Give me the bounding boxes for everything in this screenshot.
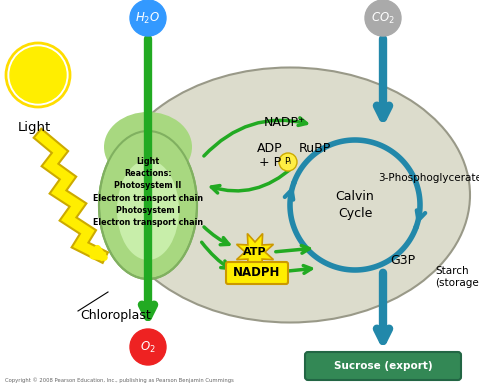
Ellipse shape [104, 112, 192, 182]
Text: 3-Phosphoglycerate: 3-Phosphoglycerate [378, 173, 479, 183]
Text: Copyright © 2008 Pearson Education, Inc., publishing as Pearson Benjamin Cumming: Copyright © 2008 Pearson Education, Inc.… [5, 377, 234, 383]
FancyBboxPatch shape [305, 352, 461, 380]
Text: Starch
(storage): Starch (storage) [435, 266, 479, 288]
Circle shape [365, 0, 401, 36]
Text: $H_2O$: $H_2O$ [136, 10, 160, 26]
Text: Calvin
Cycle: Calvin Cycle [336, 190, 375, 219]
Text: Sucrose (export): Sucrose (export) [334, 361, 433, 371]
Text: ADP: ADP [257, 142, 283, 154]
Text: $CO_2$: $CO_2$ [371, 10, 395, 26]
Text: + P: + P [259, 156, 281, 168]
Ellipse shape [110, 67, 470, 322]
FancyBboxPatch shape [226, 262, 288, 284]
Text: $O_2$: $O_2$ [140, 339, 156, 354]
Text: Chloroplast: Chloroplast [80, 308, 151, 322]
Text: Pᵢ: Pᵢ [285, 158, 292, 166]
Text: RuBP: RuBP [299, 142, 331, 154]
Text: ATP: ATP [243, 247, 267, 257]
Text: NADPH: NADPH [233, 267, 281, 279]
Text: Light
Reactions:
Photosystem II
Electron transport chain
Photosystem I
Electron : Light Reactions: Photosystem II Electron… [93, 157, 203, 227]
Ellipse shape [117, 160, 179, 260]
Text: NADP⁺: NADP⁺ [264, 115, 306, 128]
Circle shape [10, 47, 66, 103]
Circle shape [130, 0, 166, 36]
Circle shape [130, 329, 166, 365]
Text: Light: Light [18, 120, 51, 134]
Ellipse shape [99, 131, 197, 279]
Text: G3P: G3P [390, 255, 416, 267]
Polygon shape [237, 233, 274, 271]
Circle shape [279, 153, 297, 171]
